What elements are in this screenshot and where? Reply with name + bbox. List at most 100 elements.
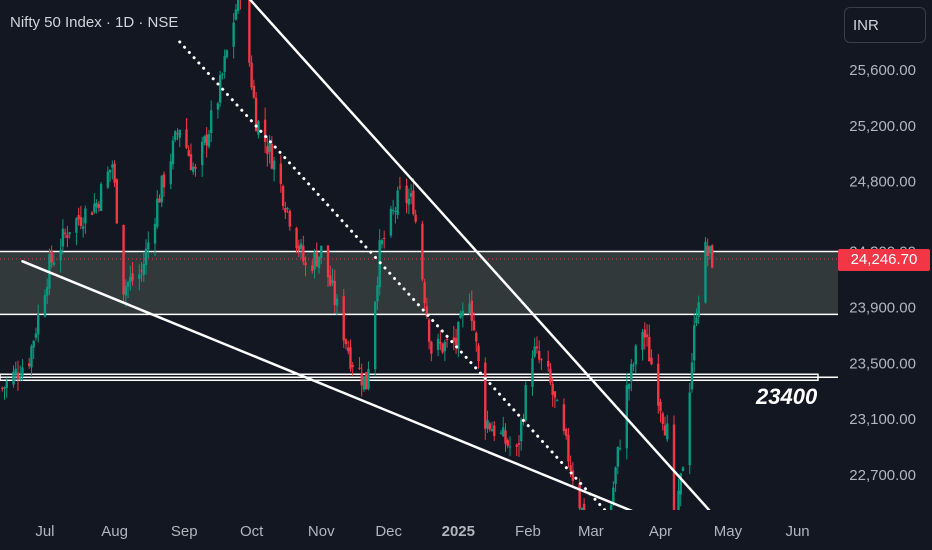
candlestick (59, 238, 62, 273)
candlestick (333, 269, 336, 314)
candlestick (423, 278, 426, 310)
candlestick (126, 280, 130, 299)
y-tick-label: 24,800.00 (849, 174, 916, 191)
candlestick (14, 361, 17, 381)
candlestick (77, 207, 80, 226)
candlestick (562, 398, 566, 435)
candlestick (484, 357, 487, 441)
candlestick (124, 279, 128, 307)
candlestick (232, 13, 235, 59)
candlestick (279, 155, 283, 193)
y-tick-label: 23,100.00 (849, 411, 916, 428)
candlestick (266, 135, 269, 167)
candlestick (409, 184, 413, 205)
candlestick (571, 461, 575, 488)
candlestick (537, 340, 541, 364)
candlestick (475, 331, 478, 352)
candlestick (106, 166, 110, 189)
candlestick (657, 353, 660, 414)
candlestick (234, 4, 238, 21)
candlestick (115, 178, 119, 225)
candlestick (19, 365, 22, 382)
candlestick (643, 322, 646, 350)
x-tick-label: May (714, 523, 743, 540)
candlestick (650, 349, 653, 366)
time-axis[interactable] (0, 510, 932, 550)
candlestick (506, 438, 509, 449)
x-tick-label: Sep (171, 523, 198, 540)
candlestick (470, 290, 473, 332)
candlestick (122, 224, 125, 302)
last-price-label: 24,246.70 (838, 249, 930, 271)
candlestick (502, 416, 505, 438)
candlestick (396, 186, 399, 219)
candlestick (174, 130, 177, 142)
candlestick (5, 377, 8, 398)
candlestick (531, 350, 534, 396)
candlestick (169, 153, 172, 190)
candlestick (66, 225, 69, 248)
candlestick (221, 72, 224, 80)
candlestick (342, 289, 345, 348)
chart-title: Nifty 50 Index · 1D · NSE (10, 14, 179, 31)
candlestick (441, 342, 444, 355)
candlestick (666, 415, 669, 442)
candlestick (250, 55, 253, 91)
candlestick (520, 417, 523, 451)
level-23400-label: 23400 (756, 384, 818, 409)
y-tick-label: 22,700.00 (849, 467, 916, 484)
candlestick (553, 390, 557, 409)
y-tick-label: 25,600.00 (849, 62, 916, 79)
candlestick (488, 421, 491, 432)
candlestick (616, 446, 620, 475)
candlestick (225, 49, 229, 59)
candlestick (61, 219, 65, 255)
candlestick (108, 169, 112, 182)
x-tick-label: Oct (240, 523, 264, 540)
candlestick (272, 156, 276, 182)
candlestick (185, 118, 188, 150)
candlestick (693, 313, 696, 373)
currency-button[interactable]: INR (844, 7, 926, 43)
candlestick (663, 416, 667, 436)
candlestick (178, 129, 181, 148)
candlestick (50, 245, 53, 269)
candlestick (632, 362, 635, 372)
candlestick (236, 0, 240, 15)
candlestick (697, 295, 700, 324)
candlestick (331, 268, 334, 286)
candlestick (140, 262, 143, 282)
candlestick (661, 411, 664, 431)
candlestick (373, 300, 377, 376)
trendlines-layer (21, 0, 730, 533)
level-23400-box (0, 373, 819, 382)
candlestick (36, 304, 40, 343)
x-tick-label: Feb (515, 523, 541, 540)
price-axis[interactable] (838, 0, 932, 550)
candlestick (284, 201, 287, 220)
candlestick (443, 339, 447, 362)
candlestick (200, 137, 204, 177)
candlestick (1, 386, 4, 392)
candlestick (162, 171, 166, 197)
candlestick (97, 201, 101, 212)
candlestick (412, 178, 415, 216)
candlestick (414, 209, 417, 224)
candlestick (508, 436, 512, 457)
candlestick (690, 353, 694, 393)
candlestick (627, 382, 631, 401)
candlestick (454, 328, 458, 354)
candlestick (257, 120, 260, 139)
candlestick (95, 199, 98, 214)
x-tick-label: Dec (375, 523, 402, 540)
candlestick (389, 205, 393, 238)
candlestick (710, 244, 714, 269)
candlestick (427, 318, 431, 350)
candlestick (192, 162, 195, 175)
candlestick (486, 410, 489, 434)
candlestick (704, 237, 707, 304)
candlestick (75, 217, 78, 246)
candlestick (360, 363, 363, 397)
